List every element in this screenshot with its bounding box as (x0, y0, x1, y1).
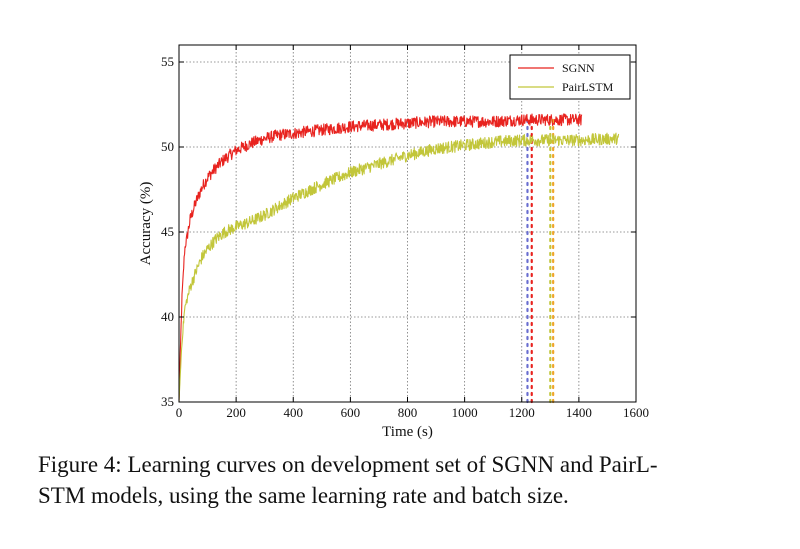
x-tick-label: 800 (398, 405, 418, 420)
series-line-sgnn (178, 113, 583, 401)
x-tick-label: 1400 (566, 405, 592, 420)
legend: SGNN PairLSTM (509, 54, 631, 100)
x-tick-label: 1600 (623, 405, 649, 420)
caption-line-1: Figure 4: Learning curves on development… (38, 452, 658, 477)
x-axis-title: Time (s) (382, 424, 433, 440)
series-line-pairlstm (178, 132, 620, 403)
y-tick-label: 55 (161, 54, 174, 69)
figure-caption: Figure 4: Learning curves on development… (38, 449, 758, 511)
caption-line-2: STM models, using the same learning rate… (38, 483, 569, 508)
x-tick-label: 600 (341, 405, 361, 420)
series-lines (178, 113, 620, 403)
x-tick-label: 1000 (452, 405, 478, 420)
x-tick-label: 400 (284, 405, 304, 420)
axis-ticks: 0 200 400 600 800 1000 1200 1400 1600 35 40 45 50 55 (161, 45, 649, 420)
vertical-markers (526, 115, 555, 404)
x-tick-label: 1200 (509, 405, 535, 420)
legend-box (509, 54, 631, 100)
y-axis-title: Accuracy (%) (138, 182, 154, 266)
y-tick-label: 35 (161, 394, 174, 409)
y-tick-label: 45 (161, 224, 174, 239)
legend-label-pairlstm: PairLSTM (562, 80, 614, 94)
x-tick-label: 0 (176, 405, 183, 420)
x-tick-label: 200 (226, 405, 246, 420)
learning-curve-chart: 0 200 400 600 800 1000 1200 1400 16003540455055 … (138, 44, 649, 440)
y-tick-label: 50 (161, 139, 174, 154)
y-tick-label: 40 (161, 309, 174, 324)
legend-label-sgnn: SGNN (562, 61, 595, 75)
